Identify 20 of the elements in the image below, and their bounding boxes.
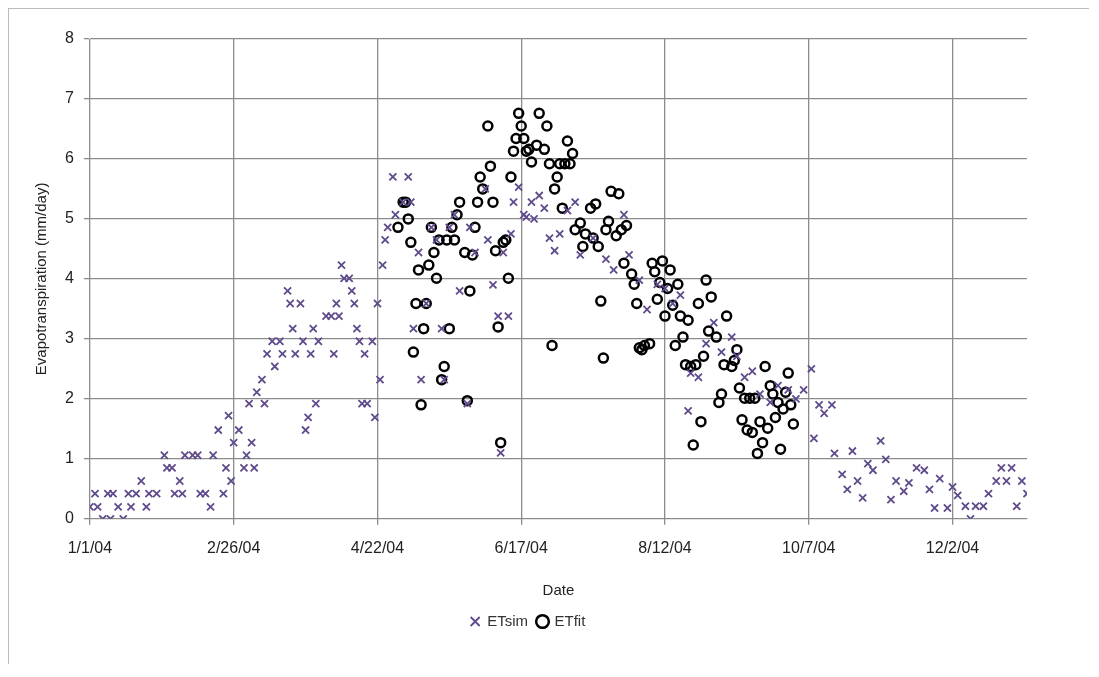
x-tick-label: 8/12/04 bbox=[638, 538, 692, 556]
y-tick-label: 4 bbox=[64, 269, 74, 287]
x-tick-label: 2/26/04 bbox=[206, 538, 261, 556]
x-tick-label: 6/17/04 bbox=[494, 538, 549, 556]
x-axis-title: Date bbox=[542, 581, 575, 599]
y-tick-label: 6 bbox=[64, 149, 74, 167]
y-tick-label: 1 bbox=[64, 449, 74, 467]
x-tick-label: 1/1/04 bbox=[67, 538, 113, 556]
y-tick-label: 0 bbox=[64, 509, 74, 527]
y-tick-label: 7 bbox=[64, 89, 74, 107]
x-tick-label: 10/7/04 bbox=[782, 538, 836, 556]
x-tick-label: 4/22/04 bbox=[350, 538, 405, 556]
y-axis-title: Evapotranspiration (mm/day) bbox=[32, 182, 50, 376]
x-tick-label: 12/2/04 bbox=[925, 538, 980, 556]
legend-label: ETsim bbox=[487, 611, 529, 629]
y-tick-label: 8 bbox=[64, 29, 74, 47]
y-tick-label: 3 bbox=[64, 329, 74, 347]
y-tick-label: 5 bbox=[64, 209, 74, 227]
y-tick-label: 2 bbox=[64, 389, 74, 407]
legend-label: ETfit bbox=[554, 611, 587, 629]
